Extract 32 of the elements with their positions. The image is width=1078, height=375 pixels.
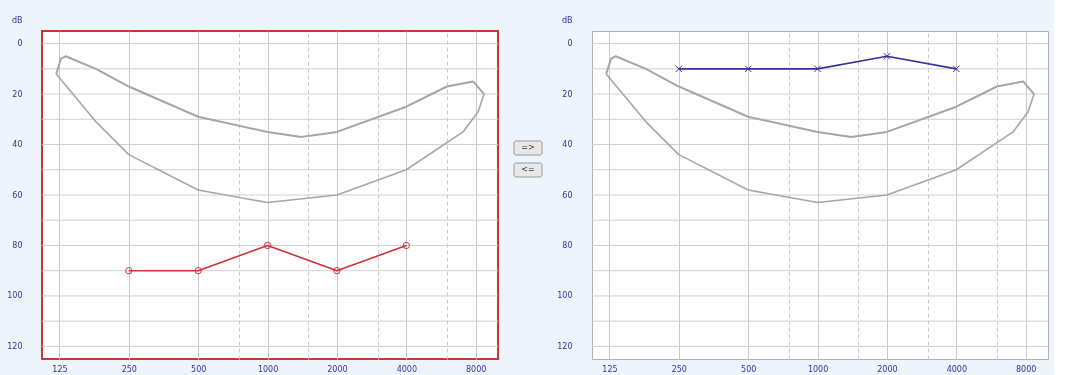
x-tick-label: 125 — [602, 364, 618, 374]
x-tick-label: 8000 — [465, 364, 487, 374]
y-tick-label: 80 — [12, 240, 23, 250]
y-tick-label: 80 — [562, 240, 573, 250]
x-tick-label: 500 — [741, 364, 757, 374]
x-tick-label: 125 — [52, 364, 68, 374]
y-tick-label: 120 — [7, 341, 23, 351]
x-tick-label: 1000 — [807, 364, 829, 374]
x-tick-label: 250 — [121, 364, 137, 374]
y-tick-label: 100 — [557, 291, 573, 301]
text: => — [521, 143, 535, 152]
text: <= — [521, 165, 535, 174]
x-tick-label: 250 — [671, 364, 687, 374]
x-tick-label: 4000 — [396, 364, 417, 374]
y-tick-label: 20 — [12, 89, 23, 99]
y-tick-label: 60 — [562, 190, 573, 200]
y-tick-label: 100 — [7, 291, 23, 301]
x-tick-label: 1000 — [257, 364, 279, 374]
y-tick-label: 40 — [562, 140, 573, 150]
y-axis-title: dB — [562, 16, 573, 25]
y-tick-label: 20 — [562, 89, 573, 99]
y-tick-label: 0 — [567, 39, 573, 49]
y-axis-title: dB — [12, 16, 23, 25]
y-tick-label: 40 — [12, 140, 23, 150]
y-tick-label: 120 — [557, 341, 573, 351]
y-tick-label: 60 — [12, 190, 23, 200]
x-tick-label: 4000 — [946, 364, 967, 374]
y-tick-label: 0 — [17, 39, 23, 49]
x-tick-label: 2000 — [327, 364, 348, 374]
x-tick-label: 2000 — [877, 364, 898, 374]
x-tick-label: 8000 — [1015, 364, 1037, 374]
x-tick-label: 500 — [191, 364, 207, 374]
